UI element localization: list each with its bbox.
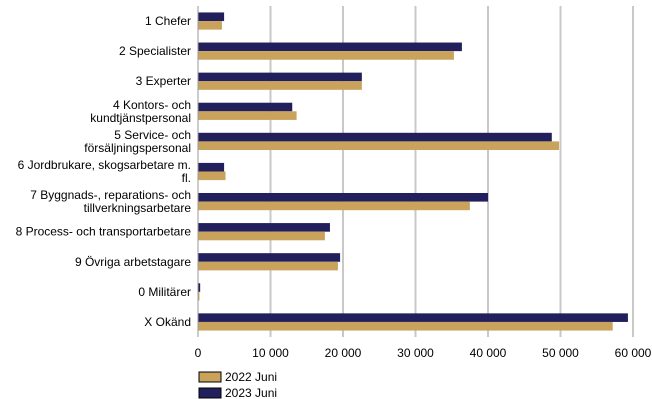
x-tick-label: 20 000 [325,346,362,360]
bar-2022 [198,231,325,241]
category-label: 5 Service- och [114,128,191,142]
bar-2022 [198,21,222,30]
bar-2023 [198,102,293,112]
category-label: tillverkningsarbetare [84,201,192,215]
category-label: 1 Chefer [145,14,191,28]
bar-2022 [198,141,560,151]
legend-label: 2023 Juni [225,386,277,399]
bar-2023 [198,253,341,262]
category-label: 6 Jordbrukare, skogsarbetare m. [18,158,191,172]
legend-swatch [198,371,222,383]
x-tick-labels: 0 10 000 20 000 30 000 40 000 50 000 60 000 [195,346,652,360]
bar-2023 [198,313,628,322]
category-label: fl. [182,171,191,185]
bar-2023 [198,162,225,172]
category-label: kundtjänstpersonal [90,111,191,125]
bar-2022 [198,321,613,331]
category-label: 4 Kontors- och [113,98,191,112]
category-label: 8 Process- och transportarbetare [16,225,192,239]
bar-2022 [198,291,200,301]
category-label: 0 Militärer [138,285,191,299]
category-label: 3 Experter [136,74,191,88]
x-tick-label: 0 [195,346,202,360]
legend: 2022 Juni 2023 Juni [198,370,277,399]
bar-2022 [198,81,362,90]
gridlines [269,6,634,337]
x-tick-label: 40 000 [470,346,507,360]
legend-swatch [198,387,222,399]
x-tick-label: 60 000 [615,346,652,360]
category-label: försäljningspersonal [84,141,191,155]
bar-2023 [198,223,330,232]
bar-2022 [198,171,226,181]
category-label: 7 Byggnads-, reparations- och [30,188,191,202]
x-tick-label: 10 000 [252,346,289,360]
bar-2023 [198,12,225,22]
x-tick-label: 30 000 [397,346,434,360]
x-tick-label: 50 000 [542,346,579,360]
bar-2022 [198,201,470,211]
bar-2023 [198,42,462,52]
bar-2023 [198,72,362,82]
bar-2023 [198,132,552,142]
category-labels: 1 Chefer 2 Specialister 3 Experter 4 Kontor… [16,14,192,329]
bar-2022 [198,261,338,271]
bars [198,12,628,331]
legend-label: 2022 Juni [225,370,277,384]
bar-2023 [198,283,201,292]
bar-2023 [198,192,488,202]
bar-2022 [198,51,454,60]
bar-2022 [198,111,297,120]
category-label: X Okänd [144,315,191,329]
category-label: 9 Övriga arbetstagare [75,255,191,269]
category-label: 2 Specialister [119,44,191,58]
